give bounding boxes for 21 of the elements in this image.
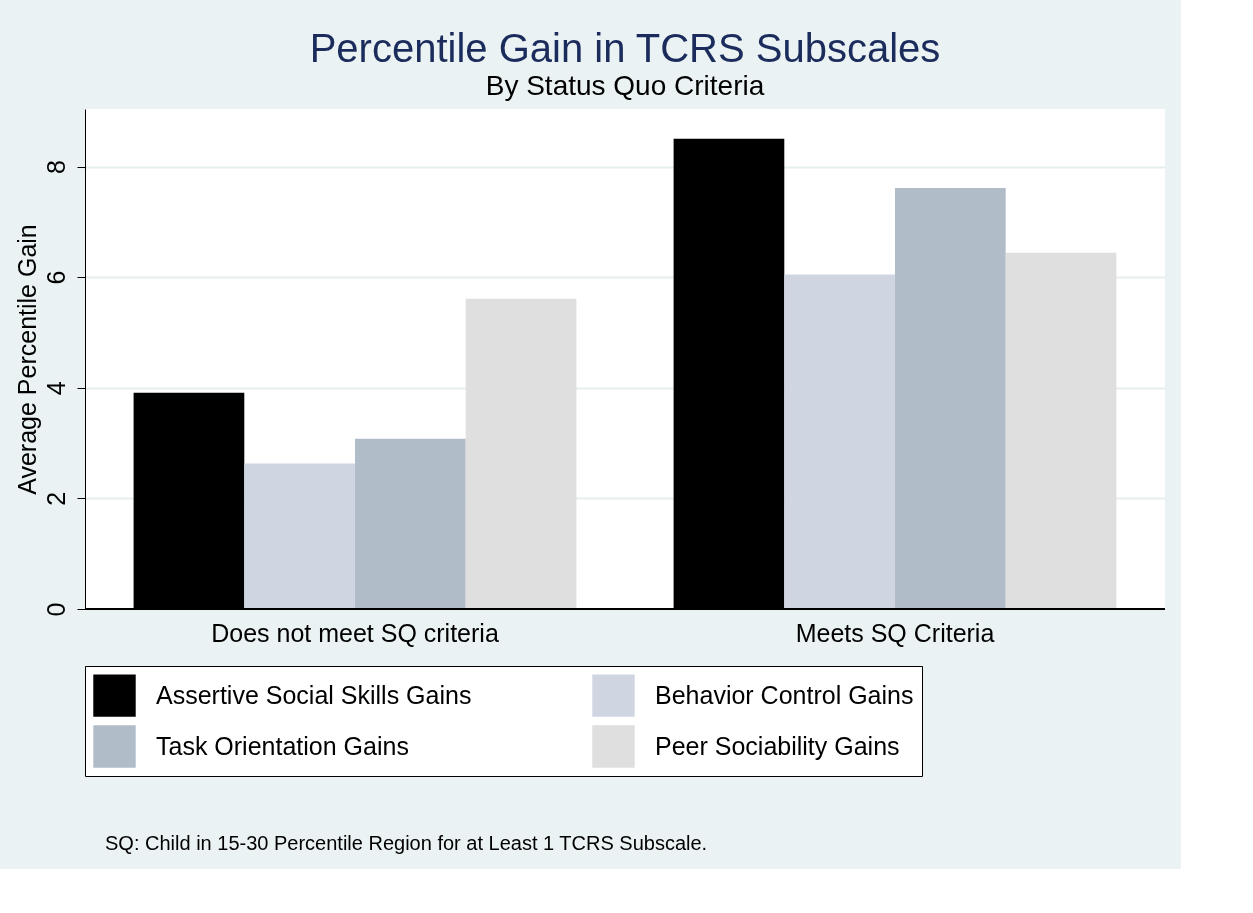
legend-label: Assertive Social Skills Gains xyxy=(156,680,472,709)
y-tick-label: 6 xyxy=(41,270,70,285)
legend-label: Behavior Control Gains xyxy=(655,680,914,709)
legend-label: Peer Sociability Gains xyxy=(655,731,900,760)
y-tick-label: 2 xyxy=(41,491,70,506)
chart-subtitle: By Status Quo Criteria xyxy=(485,70,765,101)
bar xyxy=(465,298,577,609)
text: SQ: Child in 15-30 Percentile Region for at Least 1 TCRS Subscale. xyxy=(105,832,708,854)
x-tick-label: Meets SQ Criteria xyxy=(795,618,995,647)
bar xyxy=(244,463,355,609)
y-tick-label: 8 xyxy=(41,160,70,174)
bar xyxy=(895,188,1006,609)
x-tick-label: Does not meet SQ criteria xyxy=(211,618,499,647)
chart-title: Percentile Gain in TCRS Subscales xyxy=(309,26,941,70)
y-axis-title: Average Percentile Gain xyxy=(12,224,41,495)
y-tick-label: 4 xyxy=(41,381,70,396)
bar xyxy=(1005,252,1117,609)
legend-label: Task Orientation Gains xyxy=(156,731,409,760)
bar xyxy=(784,274,895,609)
bar xyxy=(355,438,466,609)
y-tick-label: 0 xyxy=(41,602,70,617)
